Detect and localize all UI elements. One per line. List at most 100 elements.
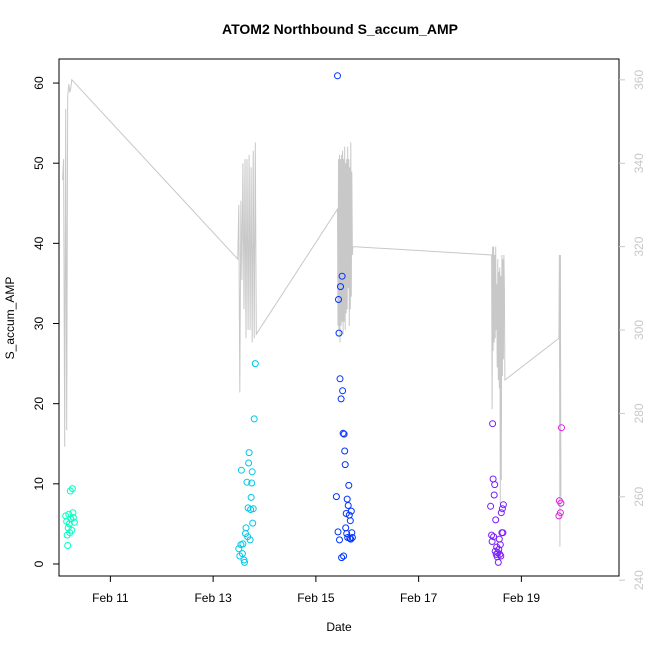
y2-tick-label: 340 (632, 153, 646, 173)
data-point (251, 360, 259, 368)
data-point (68, 485, 76, 493)
data-point (245, 459, 253, 467)
data-point (339, 387, 347, 395)
data-point (555, 512, 563, 520)
data-point (235, 545, 243, 553)
data-point (70, 518, 78, 526)
x-tick-label: Feb 13 (194, 591, 232, 605)
data-point (488, 538, 496, 545)
data-point (497, 509, 505, 517)
y2-tick-label: 320 (632, 236, 646, 256)
data-point (496, 550, 504, 558)
data-point (248, 479, 256, 487)
data-point (336, 375, 344, 383)
data-point (242, 524, 250, 532)
x-axis: Feb 11 Feb 13 Feb 15 Feb 17 Feb 19 (92, 576, 540, 605)
data-point (492, 516, 500, 524)
secondary-line-layer (62, 78, 562, 547)
y2-tick-label: 300 (632, 320, 646, 340)
data-point (335, 329, 343, 337)
data-point (336, 536, 343, 544)
data-point (238, 550, 246, 558)
data-point (343, 495, 351, 503)
y-axis-label: S_accum_AMP (3, 277, 17, 360)
data-point (498, 505, 506, 513)
y-tick-label: 20 (32, 397, 46, 411)
plot-frame (58, 58, 620, 577)
data-point (337, 283, 344, 291)
right-axis: 240 260 280 300 320 340 360 (619, 70, 646, 590)
data-point (335, 296, 342, 303)
data-point (69, 509, 77, 517)
data-point (338, 272, 346, 280)
x-tick-label: Feb 19 (503, 591, 541, 605)
x-axis-label: Date (326, 620, 352, 634)
data-point (245, 449, 253, 457)
data-point (499, 529, 507, 537)
data-point (341, 447, 349, 455)
data-point (487, 502, 495, 510)
data-point (239, 540, 247, 548)
x-tick-label: Feb 15 (297, 591, 335, 605)
data-point (339, 429, 347, 437)
y2-tick-label: 240 (632, 570, 646, 590)
data-point (345, 481, 353, 489)
data-point (341, 461, 349, 469)
data-point (343, 530, 351, 537)
y-tick-label: 50 (32, 156, 46, 170)
data-point (495, 546, 503, 553)
data-point (69, 514, 77, 521)
data-point (558, 424, 565, 432)
data-point (556, 509, 564, 517)
data-point (344, 502, 352, 509)
chart-title: ATOM2 Northbound S_accum_AMP (222, 21, 458, 37)
data-point (237, 466, 245, 474)
data-point (334, 528, 342, 536)
y-tick-label: 10 (32, 477, 46, 491)
x-tick-label: Feb 11 (92, 591, 129, 605)
data-point (347, 535, 355, 543)
x-tick-label: Feb 17 (400, 591, 438, 605)
data-point (342, 524, 350, 532)
data-point (243, 478, 251, 486)
data-point (499, 501, 507, 509)
data-point (557, 499, 565, 507)
data-point (250, 415, 258, 423)
data-point (347, 507, 355, 515)
data-point (340, 430, 348, 438)
data-point (337, 395, 345, 403)
data-point (490, 491, 498, 499)
data-point (246, 536, 254, 544)
point-layer (62, 72, 565, 566)
data-point (241, 558, 248, 566)
y-tick-label: 60 (32, 76, 46, 90)
data-point (338, 554, 346, 562)
y-tick-label: 0 (32, 560, 46, 567)
data-point (348, 534, 356, 541)
data-point (489, 420, 497, 428)
data-point (249, 505, 257, 513)
data-point (496, 541, 504, 549)
data-point (332, 493, 340, 501)
data-point (248, 468, 256, 476)
data-point (64, 524, 72, 532)
y2-tick-label: 260 (632, 486, 646, 506)
secondary-series-line (62, 78, 562, 547)
data-point (249, 519, 257, 527)
y-axis: 0 10 20 30 40 50 60 (32, 76, 59, 567)
y2-tick-label: 280 (632, 403, 646, 423)
data-point (348, 529, 356, 537)
data-point (247, 493, 255, 501)
y-tick-label: 30 (32, 317, 46, 331)
data-point (495, 535, 503, 543)
data-point (346, 517, 354, 525)
data-point (490, 533, 498, 541)
data-point (64, 542, 72, 549)
data-point (497, 552, 505, 560)
data-point (68, 526, 76, 534)
y2-tick-label: 360 (632, 70, 646, 90)
data-point (494, 558, 502, 566)
data-point (334, 72, 341, 80)
data-point (489, 475, 497, 483)
